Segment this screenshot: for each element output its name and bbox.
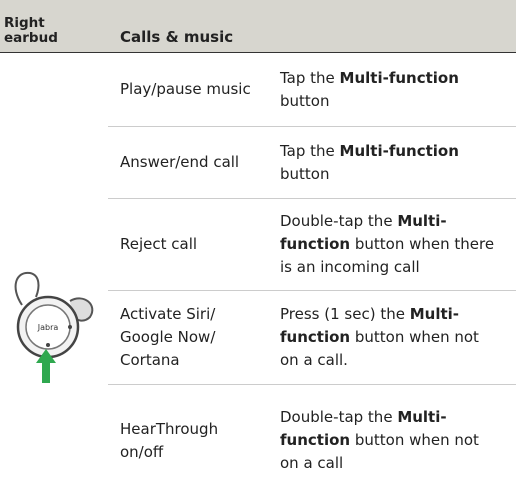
function-text: HearThrough on/off	[120, 419, 219, 461]
table-row: HearThrough on/off Double-tap the Multi-f…	[0, 385, 516, 497]
header-cell: Right earbud	[0, 0, 108, 53]
action-text: Tap the	[280, 68, 340, 87]
action-text: Tap the	[280, 141, 340, 160]
button-name: Multi-function	[280, 408, 447, 450]
function-text: Play/pause music	[120, 80, 251, 98]
action-text: button	[280, 164, 330, 183]
function-text: Answer/end call	[120, 153, 240, 171]
function-cell: Reject call	[108, 198, 268, 291]
action-text: button when there is an incoming call	[280, 235, 495, 276]
function-text: Activate Siri/ Google Now/ Cortana	[120, 305, 216, 369]
header-cell: Calls & music	[108, 0, 516, 53]
action-text: Double-tap the	[280, 408, 398, 427]
header-text: Calls & music	[120, 28, 234, 46]
action-cell: Press (1 sec) the Multi-function button …	[268, 290, 516, 385]
image-cell: Jabra	[0, 53, 108, 497]
ear-wing	[14, 271, 40, 306]
function-text: Reject call	[120, 235, 198, 253]
function-cell: Answer/end call	[108, 126, 268, 199]
press-arrow	[36, 348, 56, 383]
action-text: Press (1 sec) the	[280, 305, 410, 323]
action-cell: Tap the Multi-function button	[268, 126, 516, 199]
earbud-illustration: Jabra	[14, 271, 94, 383]
button-name: Multi-function	[339, 141, 459, 160]
header-text: Right earbud	[4, 15, 58, 46]
led	[46, 342, 50, 347]
table-body: Jabra Play/pause music Tap the Multi-func…	[0, 52, 516, 497]
button-name: Multi-function	[339, 68, 459, 87]
action-text: button when not on a call	[280, 431, 479, 473]
table-row: Answer/end call Tap the Multi-function bu…	[0, 126, 516, 199]
function-cell: Play/pause music	[108, 52, 268, 127]
table-row: Jabra Play/pause music Tap the Multi-func…	[0, 52, 516, 383]
action-text: Double-tap the	[280, 212, 398, 230]
header-row: Right earbud Calls & music	[0, 0, 516, 53]
mic-hole	[68, 324, 72, 329]
action-text: button	[280, 91, 330, 110]
action-cell: Double-tap the Multi-function button whe…	[268, 198, 516, 291]
action-text: button when not on a call.	[280, 328, 479, 369]
table-row: Activate Siri/ Google Now/ Cortana Press …	[0, 290, 516, 385]
button-name: Multi-function	[280, 212, 447, 253]
action-cell: Tap the Multi-function button	[268, 52, 516, 127]
action-cell: Double-tap the Multi-function button whe…	[268, 385, 516, 497]
brand-label: Jabra	[37, 323, 59, 332]
table-row: Reject call Double-tap the Multi-function…	[0, 198, 516, 291]
button-name: Multi-function	[280, 305, 460, 346]
function-cell: HearThrough on/off	[108, 385, 268, 497]
function-cell: Activate Siri/ Google Now/ Cortana	[108, 290, 268, 385]
